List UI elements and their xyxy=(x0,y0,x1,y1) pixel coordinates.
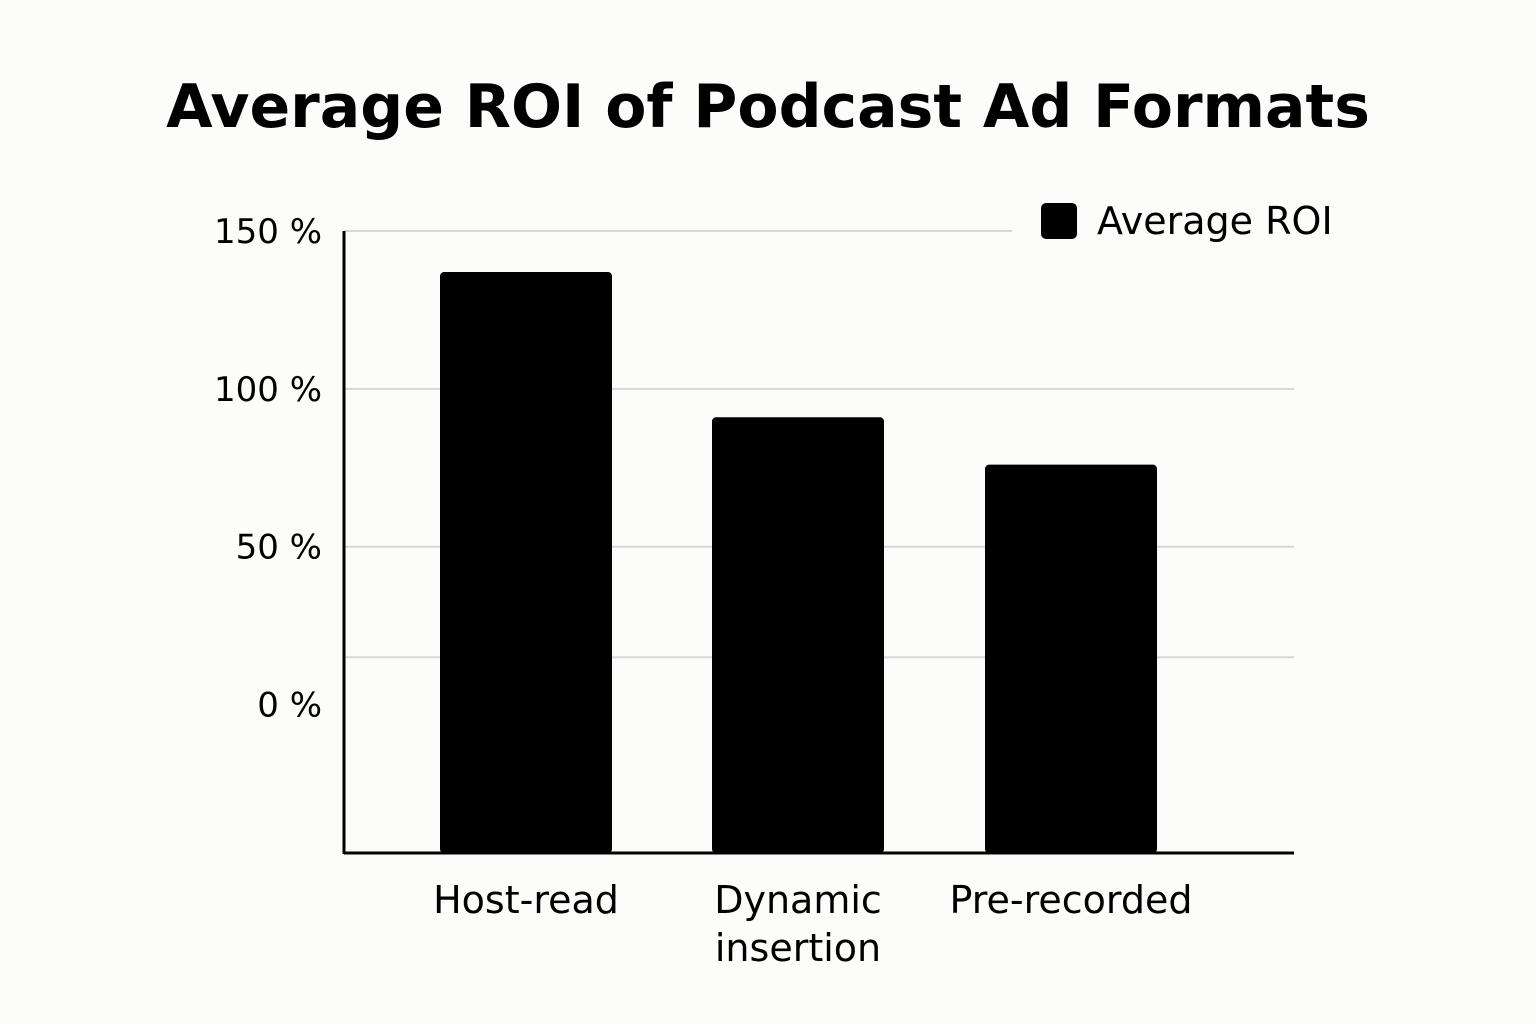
x-category-labels: Host-read Dynamic insertion Pre-recorded xyxy=(433,878,1192,970)
x-category-label-line: insertion xyxy=(715,926,881,970)
legend: Average ROI xyxy=(1041,199,1333,243)
bar-0 xyxy=(440,272,612,854)
x-category-label-line: Pre-recorded xyxy=(949,878,1192,922)
bars xyxy=(440,272,1157,854)
chart-title: Average ROI of Podcast Ad Formats xyxy=(166,72,1370,142)
x-category-label-line: Dynamic xyxy=(714,878,882,922)
y-tick-labels: 0 % 50 % 100 % 150 % xyxy=(214,212,322,726)
x-category-label-2: Pre-recorded xyxy=(949,878,1192,922)
y-tick-label-100: 100 % xyxy=(214,370,322,410)
bar-2 xyxy=(985,464,1157,853)
y-tick-label-150: 150 % xyxy=(214,212,322,252)
x-category-label-1: Dynamic insertion xyxy=(714,878,882,970)
y-tick-label-50: 50 % xyxy=(236,528,322,568)
x-category-label-0: Host-read xyxy=(433,878,619,922)
axes xyxy=(342,231,1294,855)
bar-1 xyxy=(712,417,884,853)
x-category-label-line: Host-read xyxy=(433,878,619,922)
legend-label-average-roi: Average ROI xyxy=(1097,199,1333,243)
legend-swatch-average-roi xyxy=(1041,203,1077,239)
y-tick-label-0: 0 % xyxy=(257,686,322,726)
